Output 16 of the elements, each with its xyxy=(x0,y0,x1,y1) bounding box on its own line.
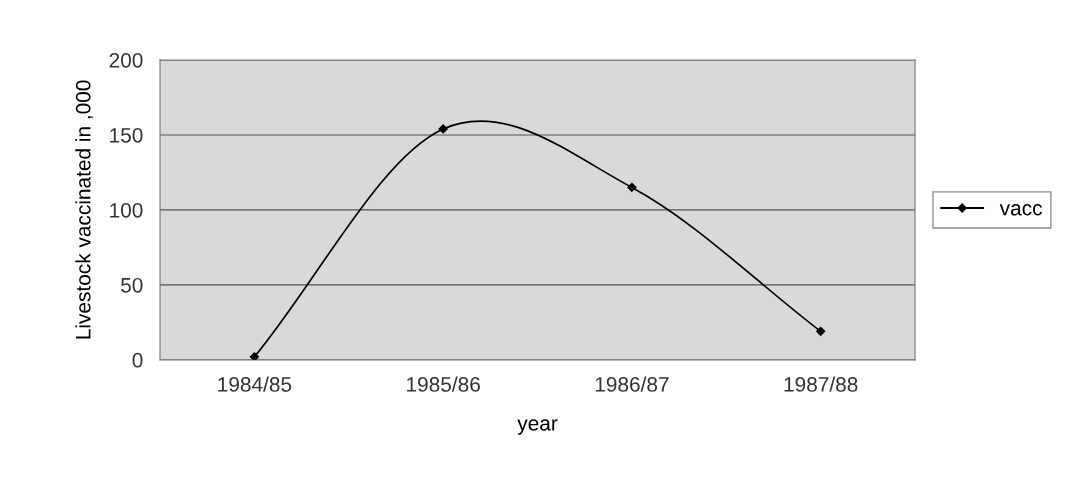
point xyxy=(816,326,826,336)
x-tick-label: 1985/86 xyxy=(407,376,480,392)
x-tick-label: 1986/87 xyxy=(595,376,669,392)
x-axis-title: year xyxy=(517,419,558,435)
legend-label: vacc xyxy=(999,204,1042,216)
y-tick-label: 50 xyxy=(121,277,143,293)
point xyxy=(438,124,448,134)
point xyxy=(627,182,637,193)
point xyxy=(249,352,260,360)
x-tick-label: 1987/88 xyxy=(784,376,858,392)
y-tick-label: 100 xyxy=(110,202,143,218)
y-axis-title: Livestock vaccinated in ,000 xyxy=(75,80,94,339)
x-tick-label: 1984/85 xyxy=(218,376,292,392)
y-tick-label: 0 xyxy=(132,352,143,368)
y-tick-label: 150 xyxy=(110,127,143,143)
y-tick-label: 200 xyxy=(109,52,143,68)
